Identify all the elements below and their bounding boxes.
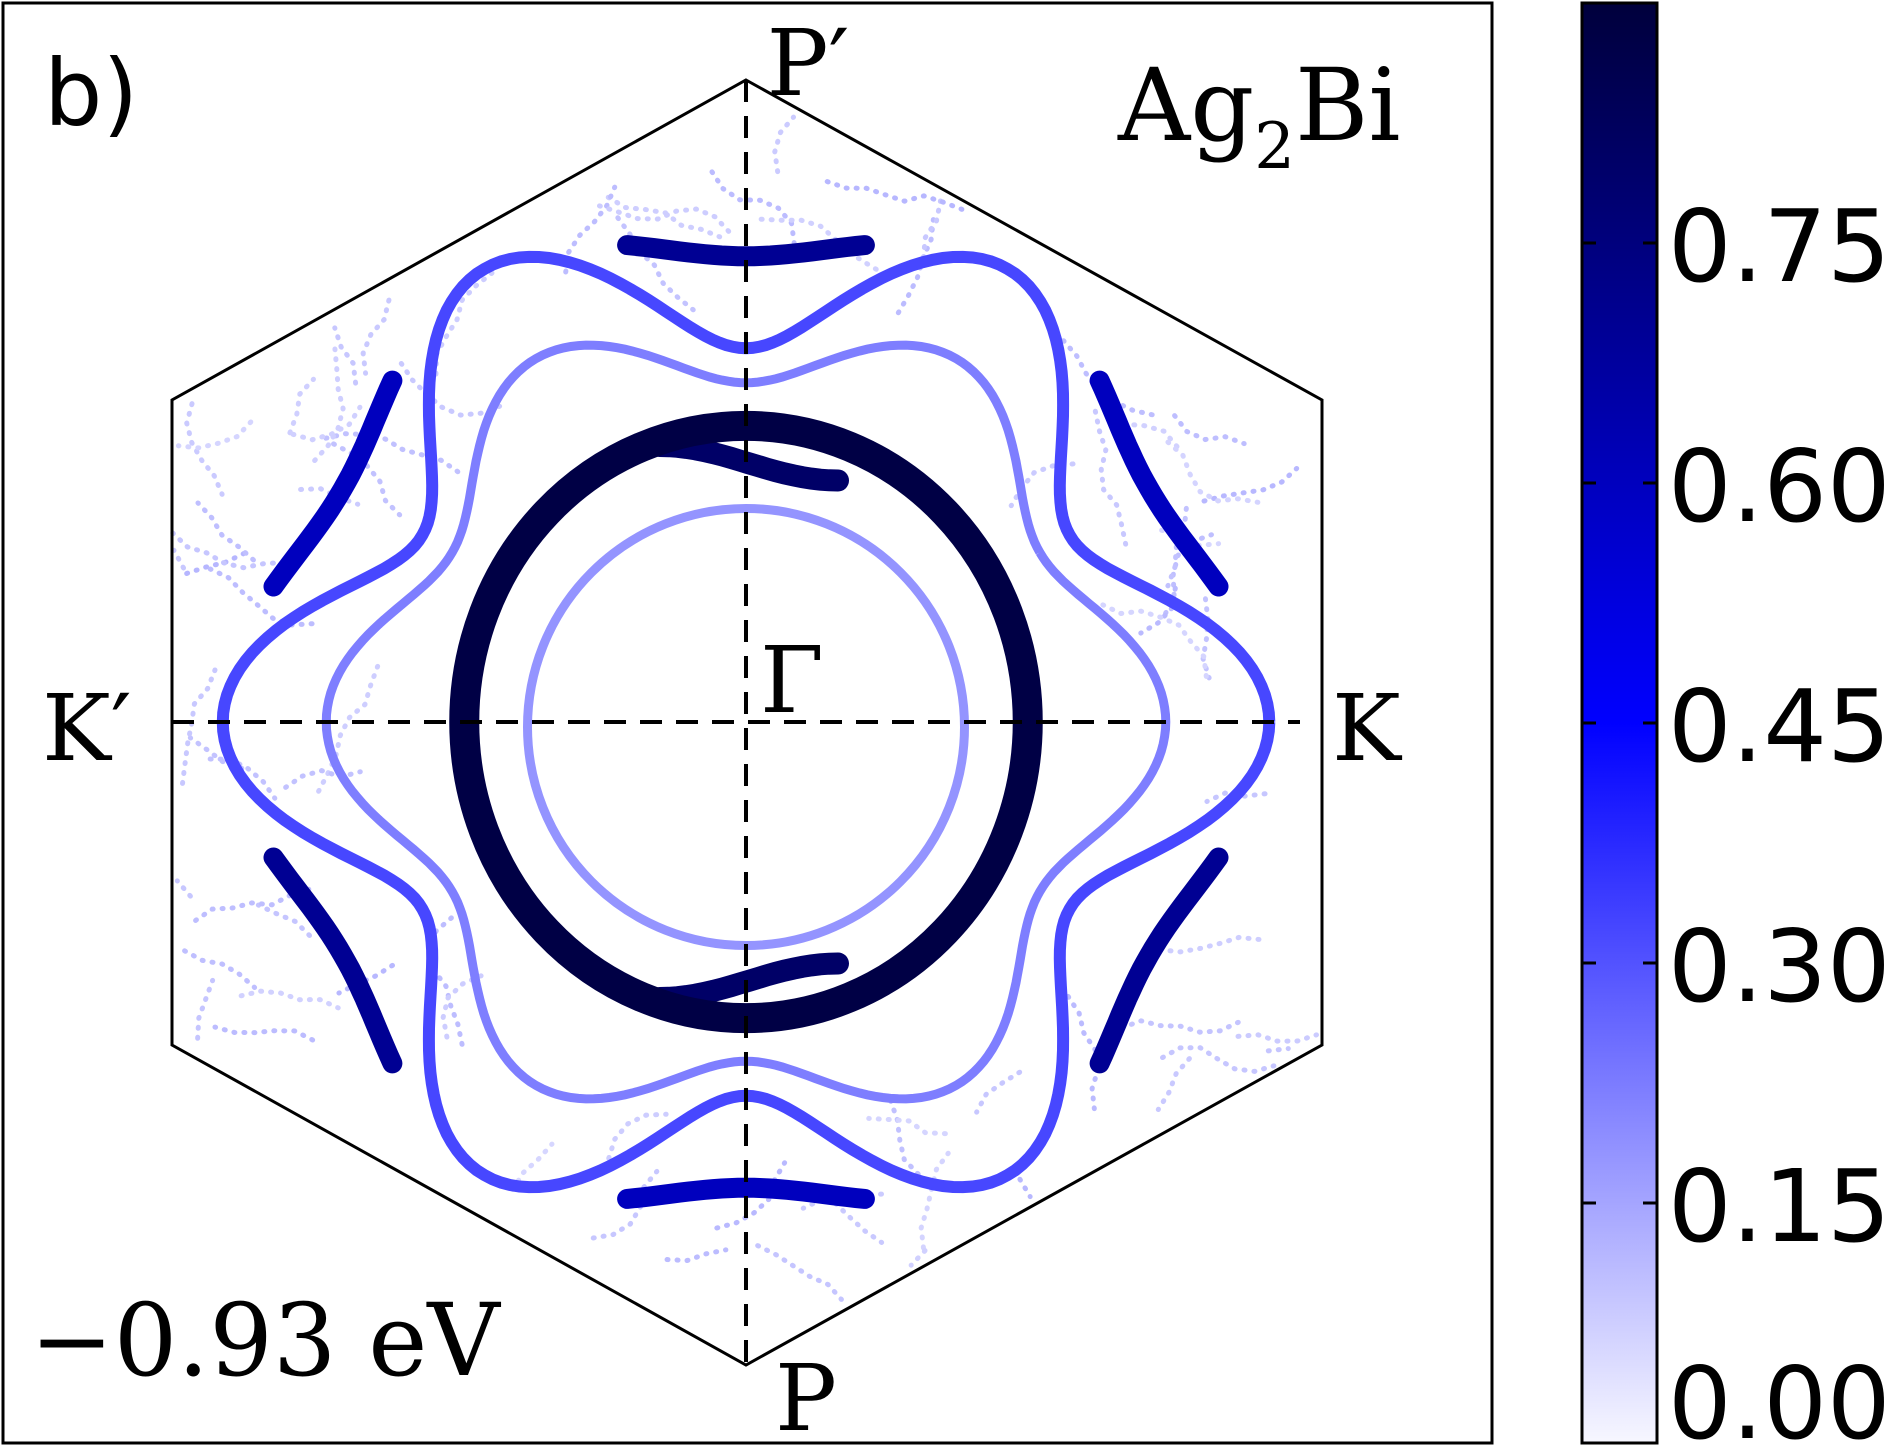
label-gamma: Γ — [760, 627, 824, 734]
background-trace — [195, 500, 256, 563]
outer-arc-segment — [263, 847, 403, 1074]
material-label: Ag2Bi — [1117, 47, 1400, 184]
outer-arc-segment — [617, 1177, 875, 1209]
background-trace — [714, 1160, 788, 1231]
outer-arc-segment — [617, 235, 875, 267]
background-trace — [331, 441, 403, 518]
background-trace — [908, 1248, 928, 1268]
background-trace — [332, 325, 359, 386]
background-trace — [1201, 465, 1300, 504]
background-trace — [1100, 602, 1209, 679]
zone-boundary-arc — [648, 435, 849, 492]
background-trace — [1157, 934, 1262, 955]
background-trace — [615, 215, 696, 313]
background-trace — [290, 404, 363, 443]
label-k: K — [1332, 675, 1403, 782]
colorbar-ticks: 0.00 0.15 0.30 0.45 0.60 0.75 — [1582, 188, 1890, 1446]
colorbar-tick-label: 0.45 — [1668, 668, 1890, 785]
background-trace — [1200, 596, 1212, 681]
background-trace — [755, 1243, 844, 1302]
background-trace — [182, 948, 258, 990]
background-trace — [888, 1098, 921, 1177]
background-trace — [440, 973, 484, 1040]
background-trace — [1092, 408, 1129, 547]
background-trace — [1165, 505, 1189, 589]
background-trace — [212, 1024, 316, 1043]
outer-arc-segment — [1089, 370, 1229, 597]
background-trace — [974, 1069, 1023, 1115]
background-trace — [758, 216, 888, 277]
background-trace — [709, 169, 797, 246]
background-trace — [596, 203, 732, 234]
background-trace — [398, 360, 503, 418]
background-trace — [287, 376, 316, 436]
background-trace — [1165, 439, 1261, 505]
background-trace — [606, 1111, 669, 1161]
background-trace — [184, 401, 225, 497]
background-trace — [238, 988, 341, 1011]
colorbar-tick-label: 0.15 — [1668, 1148, 1890, 1265]
background-trace — [184, 551, 246, 576]
colorbar-tick-label: 0.30 — [1668, 908, 1890, 1025]
energy-label: −0.93 eV — [30, 1282, 501, 1399]
label-p: P — [775, 1345, 837, 1446]
colorbar-tick-label: 0.75 — [1668, 188, 1890, 305]
background-trace — [360, 297, 392, 376]
background-trace — [207, 756, 278, 801]
outer-arc-segment — [1089, 847, 1229, 1074]
background-trace — [170, 530, 286, 571]
background-trace — [428, 915, 465, 1047]
background-trace — [1265, 1046, 1291, 1054]
background-trace — [1160, 1045, 1277, 1074]
background-trace — [1235, 1032, 1319, 1044]
background-trace — [312, 346, 346, 464]
background-trace — [255, 902, 312, 938]
panel-label: b) — [44, 40, 138, 147]
material-rest: Bi — [1295, 47, 1400, 164]
label-p-prime: P′ — [767, 10, 850, 117]
material-subscript: 2 — [1254, 110, 1295, 184]
background-traces — [170, 114, 1319, 1302]
label-k-prime: K′ — [42, 675, 132, 782]
background-trace — [772, 114, 797, 175]
colorbar-tick-label: 0.00 — [1668, 1345, 1890, 1446]
background-trace — [323, 431, 461, 475]
background-trace — [1155, 1056, 1192, 1113]
zone-boundary-arc — [648, 952, 849, 1009]
background-trace — [590, 1168, 660, 1241]
background-trace — [1172, 413, 1247, 447]
background-trace — [563, 184, 618, 275]
background-trace — [921, 198, 943, 261]
background-trace — [824, 179, 965, 212]
background-trace — [918, 1150, 951, 1251]
background-trace — [664, 1247, 729, 1264]
background-trace — [1121, 421, 1180, 449]
background-trace — [195, 977, 216, 1041]
material-base: Ag — [1117, 47, 1254, 164]
background-trace — [283, 767, 363, 790]
outer-arc-segment — [263, 370, 403, 597]
background-trace — [316, 663, 381, 794]
background-trace — [866, 1115, 948, 1137]
background-trace — [1017, 1176, 1033, 1200]
background-trace — [171, 547, 187, 571]
background-trace — [175, 419, 254, 451]
background-trace — [174, 878, 193, 899]
brillouin-zone-hexagon — [170, 78, 1324, 1367]
outer-arcs — [263, 235, 1229, 1209]
background-trace — [605, 194, 723, 240]
colorbar-tick-label: 0.60 — [1668, 428, 1890, 545]
